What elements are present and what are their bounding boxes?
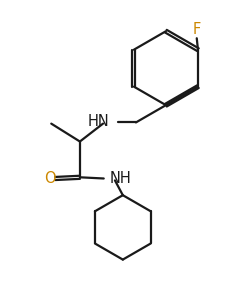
Text: O: O [44, 171, 56, 186]
Text: F: F [193, 22, 201, 37]
Text: HN: HN [88, 114, 110, 129]
Text: NH: NH [110, 171, 131, 186]
